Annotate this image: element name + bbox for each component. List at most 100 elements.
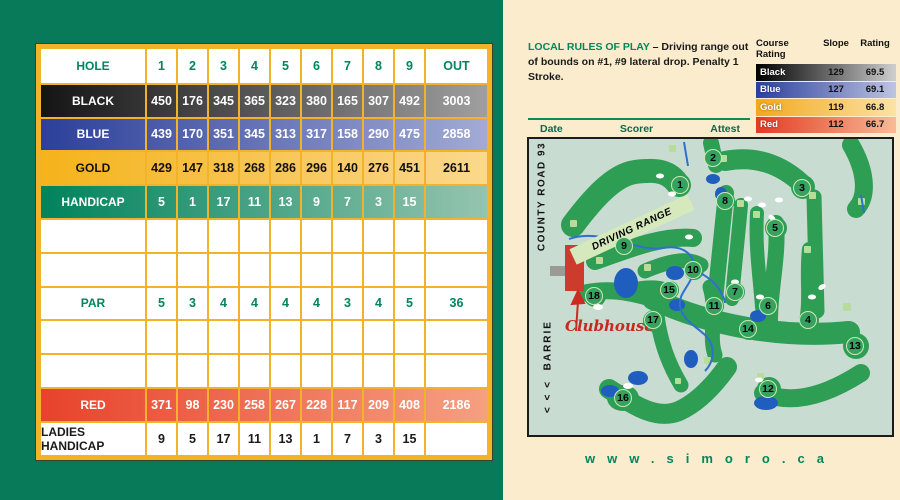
score-cell — [331, 253, 362, 286]
score-cell — [393, 355, 424, 387]
score-cell: 5 — [176, 422, 207, 455]
hole-header: HOLE — [41, 49, 145, 83]
hole-marker-12: 12 — [759, 380, 777, 398]
score-cell: 475 — [393, 118, 424, 151]
scorer-label: Scorer — [619, 123, 654, 135]
row-label: BLACK — [72, 93, 114, 108]
course-map: DRIVING RANGE COUNTY ROAD 93 < < < BARRI… — [527, 135, 894, 437]
hole-marker-4: 4 — [799, 311, 817, 329]
rating-row-blue: Blue 127 69.1 — [756, 81, 896, 98]
score-cell — [176, 321, 207, 354]
score-cell — [207, 219, 238, 252]
score-cell: 3 — [331, 287, 362, 320]
out-header: OUT — [424, 49, 487, 83]
score-cell: 323 — [269, 84, 300, 117]
score-cell — [207, 253, 238, 286]
hole-number-header: 9 — [393, 49, 424, 83]
score-cell: 290 — [362, 118, 393, 151]
clubhouse-annex-shape — [550, 266, 565, 276]
row-label: RED — [80, 397, 106, 412]
score-cell — [207, 355, 238, 387]
rating-value: 69.5 — [865, 66, 885, 78]
score-cell: 13 — [269, 186, 300, 218]
hole-marker-13: 13 — [846, 337, 864, 355]
hole-marker-9: 9 — [615, 237, 633, 255]
hole-number-header: 1 — [145, 49, 176, 83]
score-cell: 158 — [331, 118, 362, 151]
score-cell — [269, 219, 300, 252]
score-cell: 296 — [300, 152, 331, 185]
out-cell — [424, 219, 487, 252]
score-cell: 5 — [145, 186, 176, 218]
out-cell: 2858 — [424, 118, 487, 151]
score-cell: 15 — [393, 422, 424, 455]
barrie-arrows: < < < — [542, 379, 554, 413]
score-cell: 3 — [176, 287, 207, 320]
score-cell: 276 — [362, 152, 393, 185]
score-cell: 258 — [238, 388, 269, 421]
out-cell: 2611 — [424, 152, 487, 185]
score-cell: 450 — [145, 84, 176, 117]
score-cell: 228 — [300, 388, 331, 421]
score-cell: 7 — [331, 422, 362, 455]
out-cell: 2186 — [424, 388, 487, 421]
out-cell — [424, 355, 487, 387]
score-cell: 492 — [393, 84, 424, 117]
score-cell — [300, 321, 331, 354]
score-cell: 147 — [176, 152, 207, 185]
rating-row-black: Black 129 69.5 — [756, 64, 896, 81]
score-cell: 345 — [238, 118, 269, 151]
score-cell: 209 — [362, 388, 393, 421]
hole-marker-14: 14 — [739, 320, 757, 338]
score-cell: 3 — [362, 422, 393, 455]
signature-line: Date Scorer Attest — [528, 118, 750, 135]
row-label — [41, 219, 145, 252]
row-label: BLUE — [76, 127, 110, 142]
hole-marker-10: 10 — [684, 261, 702, 279]
rating-value: 69.1 — [865, 84, 885, 96]
score-cell — [176, 219, 207, 252]
score-cell: 4 — [300, 287, 331, 320]
local-rules-title: LOCAL RULES OF PLAY — [528, 41, 650, 53]
barrie-text: BARRIE — [542, 320, 554, 371]
score-cell: 17 — [207, 186, 238, 218]
score-cell: 3 — [362, 186, 393, 218]
score-cell — [300, 355, 331, 387]
rating-row-red: Red 112 66.7 — [756, 116, 896, 133]
score-cell: 4 — [207, 287, 238, 320]
score-cell: 268 — [238, 152, 269, 185]
course-map-canvas: DRIVING RANGE COUNTY ROAD 93 < < < BARRI… — [529, 135, 892, 435]
score-cell: 165 — [331, 84, 362, 117]
score-cell — [269, 253, 300, 286]
score-cell: 5 — [393, 287, 424, 320]
hole-number-header: 8 — [362, 49, 393, 83]
score-cell: 117 — [331, 388, 362, 421]
score-cell — [300, 219, 331, 252]
hole-marker-7: 7 — [726, 283, 744, 301]
score-cell: 13 — [269, 422, 300, 455]
slope-value: 119 — [828, 101, 844, 113]
website-url: www.simoro.ca — [585, 451, 836, 466]
course-rating-table: Course Rating Slope Rating Black 129 69.5 B… — [756, 38, 896, 134]
score-cell: 351 — [207, 118, 238, 151]
rating-tee-label: Black — [760, 66, 786, 78]
hole-marker-16: 16 — [614, 389, 632, 407]
scorecard-row-ladies-handicap: LADIES HANDICAP 9 5 17 11 13 1 7 3 15 — [41, 420, 487, 455]
score-cell — [362, 253, 393, 286]
score-cell — [176, 355, 207, 387]
rating-col-rating: Rating — [860, 38, 890, 49]
score-cell: 4 — [362, 287, 393, 320]
county-road-label: COUNTY ROAD 93 — [536, 141, 548, 252]
row-label — [41, 321, 145, 354]
rating-tee-label: Gold — [760, 101, 782, 113]
slope-value: 112 — [828, 119, 844, 131]
hole-marker-2: 2 — [704, 149, 722, 167]
score-cell: 15 — [393, 186, 424, 218]
score-cell: 1 — [176, 186, 207, 218]
scorecard-row-gold: GOLD 429 147 318 268 286 296 140 276 451 2611 — [41, 150, 487, 185]
date-label: Date — [540, 123, 563, 135]
info-panel: LOCAL RULES OF PLAY – Driving range out … — [503, 0, 900, 500]
score-cell: 318 — [207, 152, 238, 185]
scorecard-row-blank-1 — [41, 217, 487, 252]
scorecard-row-handicap: HANDICAP 5 1 17 11 13 9 7 3 15 — [41, 184, 487, 218]
